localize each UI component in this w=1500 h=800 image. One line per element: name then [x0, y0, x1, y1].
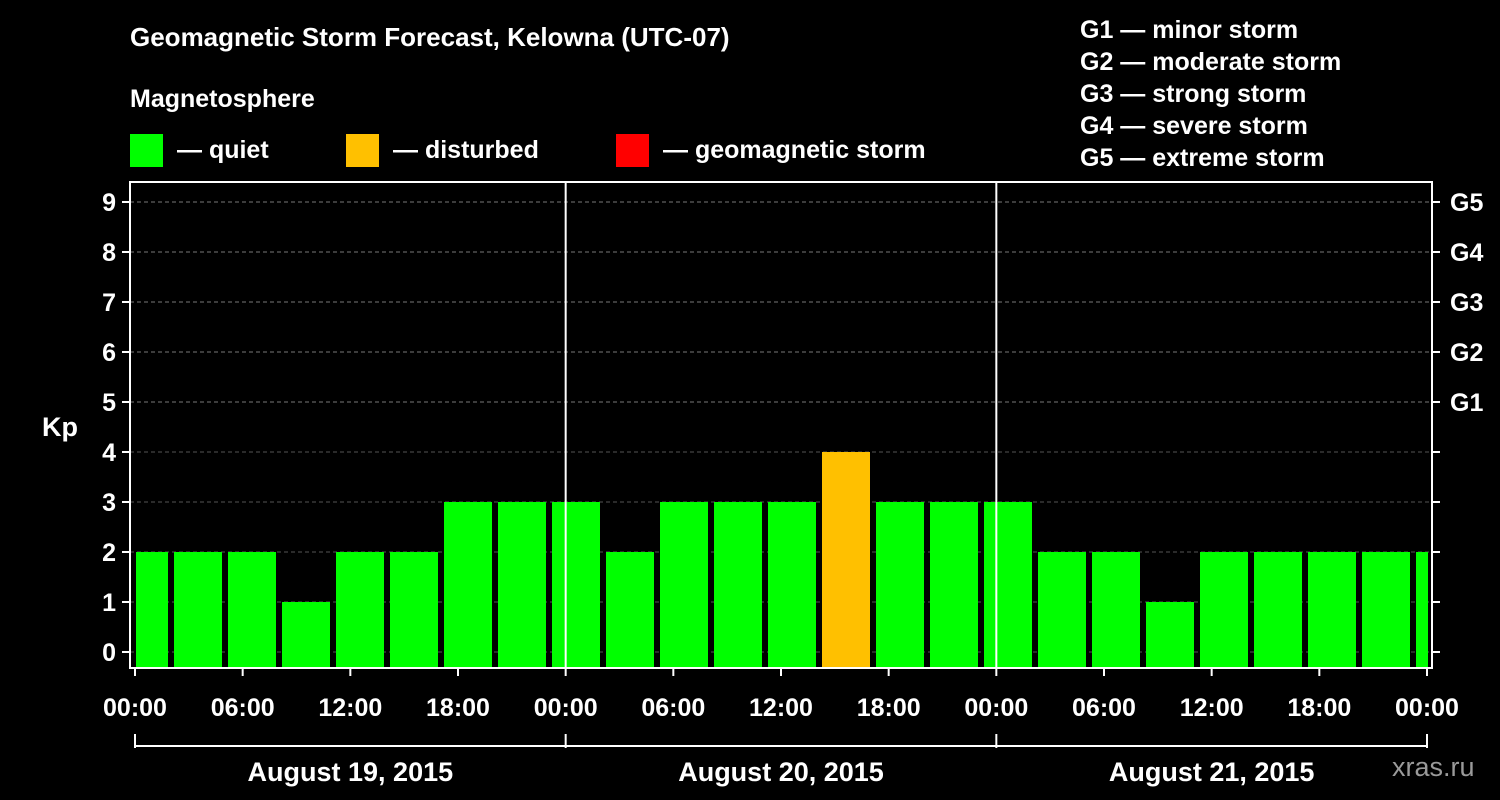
x-tick-label: 12:00: [1180, 694, 1244, 722]
x-tick-label: 00:00: [103, 694, 167, 722]
x-tick-label: 06:00: [211, 694, 275, 722]
storm-level-g3: G3 — strong storm: [1080, 80, 1307, 108]
x-tick-label: 06:00: [641, 694, 705, 722]
kp-bar: [1038, 552, 1086, 668]
kp-bar: [390, 552, 438, 668]
right-tick-label: G1: [1450, 389, 1483, 417]
kp-bar: [498, 502, 546, 668]
kp-bar: [282, 602, 330, 668]
watermark: xras.ru: [1392, 752, 1475, 782]
kp-bar: [552, 502, 600, 668]
legend-item-disturbed: — disturbed: [346, 133, 539, 167]
chart-title: Geomagnetic Storm Forecast, Kelowna (UTC…: [130, 22, 730, 52]
right-tick-label: G3: [1450, 289, 1483, 317]
x-tick-label: 18:00: [857, 694, 921, 722]
legend-swatch-quiet: [130, 133, 163, 167]
kp-bar: [1308, 552, 1356, 668]
y-tick-label: 8: [102, 239, 116, 267]
kp-bar: [228, 552, 276, 668]
storm-level-g5: G5 — extreme storm: [1080, 144, 1325, 172]
legend-label-quiet: — quiet: [177, 135, 269, 164]
kp-bar: [768, 502, 816, 668]
kp-bar: [1362, 552, 1410, 668]
x-tick-label: 00:00: [534, 694, 598, 722]
y-tick-label: 3: [102, 489, 116, 517]
kp-bar: [714, 502, 762, 668]
kp-bar: [1254, 552, 1302, 668]
kp-bar: [876, 502, 924, 668]
legend-swatch-disturbed: [346, 133, 379, 167]
y-axis-label: Kp: [42, 412, 78, 442]
kp-bar: [606, 552, 654, 668]
kp-bar: [174, 552, 222, 668]
kp-bar: [444, 502, 492, 668]
kp-bar: [136, 552, 168, 668]
kp-bar: [984, 502, 1032, 668]
legend-item-storm: — geomagnetic storm: [616, 133, 926, 167]
x-tick-label: 12:00: [749, 694, 813, 722]
x-tick-label: 18:00: [1287, 694, 1351, 722]
x-tick-label: 00:00: [1395, 694, 1459, 722]
kp-bar: [1146, 602, 1194, 668]
x-tick-label: 00:00: [964, 694, 1028, 722]
storm-level-g1: G1 — minor storm: [1080, 16, 1299, 44]
day-label: August 20, 2015: [678, 757, 884, 787]
right-tick-label: G5: [1450, 189, 1483, 217]
right-tick-label: G4: [1450, 239, 1483, 267]
right-tick-label: G2: [1450, 339, 1483, 367]
legend-label-disturbed: — disturbed: [393, 135, 539, 164]
legend-swatch-storm: [616, 133, 649, 167]
legend-label-storm: — geomagnetic storm: [663, 135, 926, 164]
y-tick-label: 0: [102, 639, 116, 667]
y-tick-label: 4: [102, 439, 116, 467]
kp-bar: [930, 502, 978, 668]
x-tick-label: 18:00: [426, 694, 490, 722]
kp-bar: [1200, 552, 1248, 668]
storm-level-g4: G4 — severe storm: [1080, 112, 1308, 140]
kp-bar: [660, 502, 708, 668]
y-tick-label: 2: [102, 539, 116, 567]
y-tick-label: 1: [102, 589, 116, 617]
y-tick-label: 7: [102, 289, 116, 317]
x-tick-label: 06:00: [1072, 694, 1136, 722]
legend-item-quiet: — quiet: [130, 133, 269, 167]
day-label: August 21, 2015: [1109, 757, 1315, 787]
y-tick-label: 6: [102, 339, 116, 367]
x-tick-label: 12:00: [318, 694, 382, 722]
legend-heading: Magnetosphere: [130, 85, 315, 113]
kp-bar: [1092, 552, 1140, 668]
kp-bar: [822, 452, 870, 668]
y-tick-label: 5: [102, 389, 116, 417]
storm-level-legend: G1 — minor storm G2 — moderate storm G3 …: [1080, 14, 1341, 174]
kp-bar: [1416, 552, 1428, 668]
kp-bar: [336, 552, 384, 668]
storm-level-g2: G2 — moderate storm: [1080, 48, 1342, 76]
y-tick-label: 9: [102, 189, 116, 217]
day-label: August 19, 2015: [248, 757, 454, 787]
